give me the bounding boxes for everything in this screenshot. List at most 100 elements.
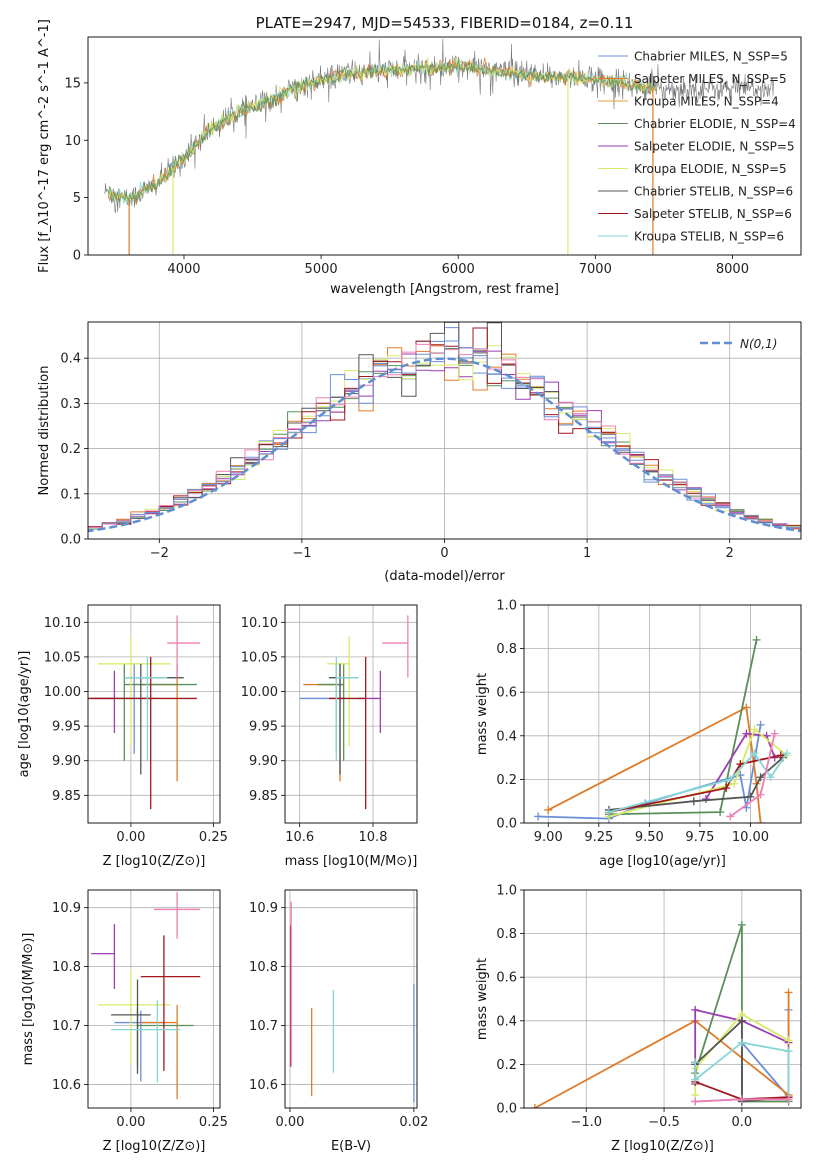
plus-marker [782,749,791,758]
plot-area [289,901,415,1103]
y-tick-label: 0.8 [496,642,517,657]
x-tick-label: −2 [150,546,169,561]
plus-marker [726,775,735,784]
x-tick-label: 8000 [716,262,749,277]
y-axis-label: Normed distribution [37,366,52,496]
errorbar-point [140,1004,178,1100]
plus-marker [534,812,543,821]
plus-marker [750,749,759,758]
axes-frame [87,889,221,1109]
plus-marker [750,725,759,734]
chart-spectrum: 4000 5000 6000 7000 8000 0 5 10 15 PLATE=2947, MJ… [37,14,802,297]
y-tick-label: 0.0 [496,817,517,832]
legend-label: Chabrier STELIB, N_SSP=6 [634,185,793,199]
y-tick-label: 9.95 [52,720,81,735]
errorbar-point [124,663,184,775]
axes-frame [87,604,221,824]
mass-weight-series [604,749,791,817]
y-tick-label: 0.4 [60,352,81,367]
errorbar-point [154,891,201,939]
axes-frame [87,36,802,256]
x-axis-label: age [log10(age/yr)] [599,854,726,869]
legend-label: Salpeter ELODIE, N_SSP=5 [634,140,795,154]
x-tick-label: 0.25 [199,1115,228,1130]
x-tick-label: 9.75 [685,830,714,845]
plus-marker [742,703,751,712]
y-tick-label: 10.10 [241,616,278,631]
errorbar-point [140,935,201,1071]
x-tick-label: 9.25 [584,830,613,845]
plus-marker [756,773,765,782]
legend-label: Salpeter MILES, N_SSP=5 [634,72,787,86]
plus-marker [691,1097,700,1106]
plus-marker [776,751,785,760]
legend-label: Kroupa ELODIE, N_SSP=5 [634,162,787,176]
y-tick-label: 10.8 [52,960,81,975]
plus-marker [701,795,710,804]
errorbar-point [97,969,171,1064]
x-axis-label: Z [log10(Z/Z⊙)] [103,1139,206,1154]
plot-area [534,635,791,823]
axes-frame [523,889,802,1109]
gridlines [524,889,801,1109]
y-tick-label: 10 [64,134,81,149]
y-tick-label: 0.4 [496,1014,517,1029]
axes-frame [87,321,802,540]
chart-mass_vs_Z: 0.00 0.25 10.6 10.7 10.8 10.9 Z [log10(Z/Z⊙)] m… [21,889,228,1154]
plus-marker [689,797,698,806]
series-line [705,732,776,800]
y-tick-label: 1.0 [496,599,517,614]
plus-marker [756,720,765,729]
errorbar-point [123,663,197,761]
gridlines [524,604,801,824]
y-tick-label: 1.0 [496,884,517,899]
series-line [534,992,790,1108]
plot-area [530,920,793,1108]
chart-mass_vs_ebv: 0.00 0.02 10.6 10.7 10.8 10.9 E(B-V) [249,889,428,1154]
plot-area [91,891,201,1100]
chart-mass_weight_vs_age: 9.00 9.25 9.50 9.75 10.00 0.0 0.2 0.4 0.6 0.8 1.0 a… [475,599,802,869]
legend-label: Kroupa MILES, N_SSP=4 [634,95,779,109]
errorbar-point [114,1010,164,1082]
x-tick-label: 9.50 [635,830,664,845]
errorbar-point [335,656,359,761]
mass-weight-series [544,703,765,823]
y-tick-label: 10.9 [52,901,81,916]
y-tick-label: 0.2 [496,773,517,788]
errorbar-point [111,1000,181,1083]
y-tick-label: 9.85 [249,789,278,804]
y-tick-label: 9.95 [249,720,278,735]
plus-marker [722,784,731,793]
x-tick-label: 0 [440,546,448,561]
y-tick-label: 10.00 [44,685,81,700]
plus-marker [737,1016,746,1025]
y-tick-label: 10.6 [249,1078,278,1093]
plus-marker [691,1058,700,1067]
plus-marker [716,808,725,817]
y-tick-label: 0.0 [496,1102,517,1117]
mass-weight-series [691,1095,793,1106]
legend-label: Chabrier MILES, N_SSP=5 [634,50,788,64]
x-tick-label: 7000 [579,262,612,277]
x-tick-label: 10.6 [285,830,314,845]
mass-weight-series [726,729,779,821]
plus-marker [737,1038,746,1047]
plus-marker [766,773,775,782]
plot-area [299,615,409,810]
x-tick-label: 4000 [167,262,200,277]
errorbar-point [327,636,350,747]
mass-weight-series [530,988,793,1108]
plus-marker [604,808,613,817]
x-tick-label: 0.00 [116,830,145,845]
y-tick-label: 10.7 [249,1019,278,1034]
y-tick-label: 0.6 [496,686,517,701]
legend-label: Kroupa STELIB, N_SSP=6 [634,230,784,244]
plus-marker [784,1036,793,1045]
x-tick-label: 0.00 [116,1115,145,1130]
y-tick-label: 10.6 [52,1078,81,1093]
x-axis-label: Z [log10(Z/Z⊙)] [611,1139,714,1154]
legend-label: Chabrier ELODIE, N_SSP=4 [634,117,796,131]
y-tick-label: 0.3 [60,397,81,412]
x-tick-label: 5000 [305,262,338,277]
